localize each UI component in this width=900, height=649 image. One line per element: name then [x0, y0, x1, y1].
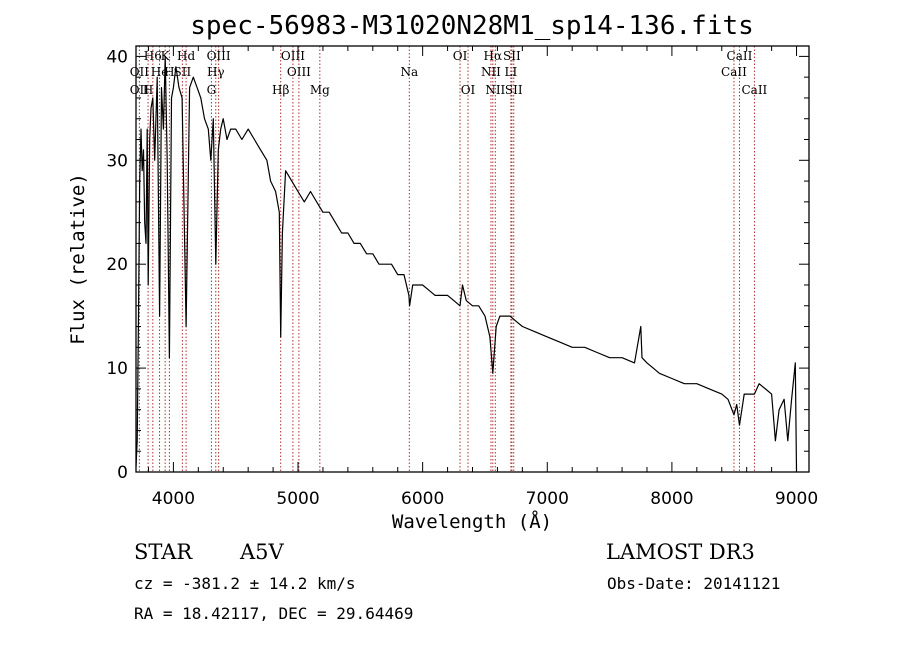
line-label-0: H6 — [144, 49, 162, 63]
line-label-25: NII — [485, 83, 505, 97]
x-tick-label-5000: 5000 — [276, 489, 319, 509]
y-tick-label-30: 30 — [106, 151, 128, 171]
line-label-9: OII — [130, 65, 150, 79]
line-label-18: CaII — [721, 65, 747, 79]
x-axis-label: Wavelength (Å) — [392, 510, 552, 533]
x-axis-ticks: 4000 5000 6000 7000 8000 9000 — [147, 46, 818, 509]
line-label-26: SII — [505, 83, 523, 97]
line-label-23: Mg — [310, 83, 330, 97]
line-label-11: H — [164, 65, 174, 79]
line-label-19: OII — [130, 83, 150, 97]
plot-frame — [135, 45, 810, 473]
line-label-22: Hβ — [272, 83, 289, 97]
y-axis-label: Flux (relative) — [67, 173, 89, 345]
line-label-21: G — [207, 83, 217, 97]
y-axis-ticks: 0 10 20 30 40 — [106, 47, 809, 483]
object-class: STAR — [134, 540, 193, 564]
y-tick-label-10: 10 — [106, 359, 128, 379]
line-label-1: K — [161, 49, 171, 63]
x-tick-label-7000: 7000 — [526, 489, 569, 509]
line-label-16: NII — [481, 65, 501, 79]
line-label-14: OIII — [287, 65, 311, 79]
observation-date: Obs-Date: 20141121 — [607, 574, 780, 593]
line-label-2: Hd — [177, 49, 195, 63]
x-tick-label-6000: 6000 — [401, 489, 444, 509]
chart-title: spec-56983-M31020N28M1_sp14-136.fits — [190, 11, 754, 41]
y-tick-label-40: 40 — [106, 47, 128, 67]
y-tick-label-20: 20 — [106, 255, 128, 275]
survey-name: LAMOST DR3 — [606, 540, 755, 564]
y-tick-label-0: 0 — [117, 463, 128, 483]
line-label-17: LI — [505, 65, 518, 79]
line-label-4: OIII — [281, 49, 305, 63]
line-label-3: OIII — [207, 49, 231, 63]
x-tick-label-4000: 4000 — [152, 489, 195, 509]
spectrum-line — [135, 55, 798, 473]
line-label-10: He — [151, 65, 169, 79]
line-label-27: CaII — [741, 83, 767, 97]
object-subclass: A5V — [239, 540, 285, 564]
line-label-7: SII — [503, 49, 521, 63]
redshift-velocity: cz = -381.2 ± 14.2 km/s — [134, 574, 356, 593]
line-label-20: H — [143, 83, 153, 97]
line-label-15: Na — [400, 65, 418, 79]
line-label-8: CaII — [727, 49, 753, 63]
line-label-24: OI — [461, 83, 476, 97]
line-label-13: Hγ — [207, 65, 225, 79]
line-label-6: Hα — [484, 49, 503, 63]
line-label-5: OI — [453, 49, 468, 63]
coordinates: RA = 18.42117, DEC = 29.64469 — [134, 604, 413, 623]
x-tick-label-8000: 8000 — [650, 489, 693, 509]
x-tick-label-9000: 9000 — [775, 489, 818, 509]
line-label-12: SII — [174, 65, 192, 79]
emission-line-markers — [138, 46, 755, 472]
